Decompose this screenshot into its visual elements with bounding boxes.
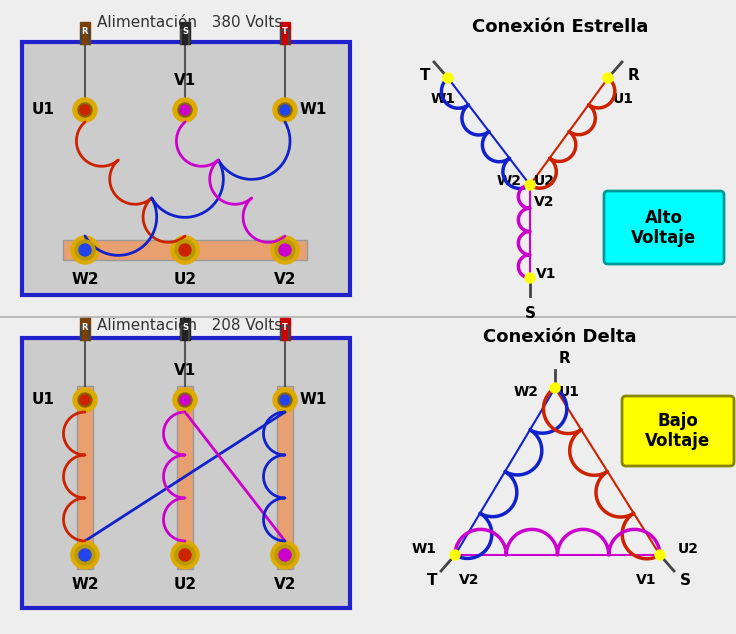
- Circle shape: [278, 393, 292, 407]
- Circle shape: [71, 236, 99, 264]
- Text: W2: W2: [71, 272, 99, 287]
- Circle shape: [279, 244, 291, 256]
- Text: S: S: [182, 323, 188, 332]
- Circle shape: [280, 395, 290, 405]
- Text: V1: V1: [174, 363, 196, 378]
- Text: U1: U1: [32, 392, 55, 408]
- Circle shape: [175, 545, 195, 565]
- Text: S: S: [182, 27, 188, 37]
- Text: Alimentación   208 Volts: Alimentación 208 Volts: [97, 318, 283, 333]
- Bar: [180, 318, 190, 340]
- Circle shape: [75, 240, 95, 260]
- Circle shape: [75, 545, 95, 565]
- Circle shape: [80, 395, 90, 405]
- Circle shape: [275, 240, 295, 260]
- Text: Alto
Voltaje: Alto Voltaje: [631, 209, 697, 247]
- Text: W1: W1: [300, 103, 328, 117]
- Circle shape: [525, 273, 535, 283]
- Bar: [63, 240, 307, 260]
- Circle shape: [173, 388, 197, 412]
- Text: W1: W1: [300, 392, 328, 408]
- Circle shape: [603, 73, 613, 83]
- Text: W2: W2: [514, 385, 539, 399]
- Text: T: T: [426, 573, 437, 588]
- Circle shape: [73, 98, 97, 122]
- Text: W2: W2: [497, 174, 522, 188]
- Circle shape: [171, 541, 199, 569]
- Text: V1: V1: [635, 573, 656, 587]
- Text: W1: W1: [431, 92, 456, 106]
- Circle shape: [179, 244, 191, 256]
- Circle shape: [178, 103, 192, 117]
- Text: U1: U1: [32, 103, 55, 117]
- Circle shape: [80, 105, 90, 115]
- Text: V2: V2: [274, 577, 297, 592]
- Circle shape: [171, 236, 199, 264]
- Text: T: T: [420, 67, 430, 82]
- Circle shape: [73, 388, 97, 412]
- Text: R: R: [559, 351, 570, 366]
- Text: S: S: [525, 306, 536, 321]
- Circle shape: [179, 549, 191, 561]
- Circle shape: [278, 103, 292, 117]
- Text: T: T: [282, 27, 288, 37]
- Circle shape: [550, 383, 560, 393]
- Bar: [280, 318, 290, 340]
- Bar: [177, 386, 193, 569]
- Text: Alimentación   380 Volts: Alimentación 380 Volts: [97, 15, 283, 30]
- Bar: [22, 42, 350, 295]
- Text: U2: U2: [678, 542, 699, 556]
- Text: Conexión Delta: Conexión Delta: [484, 328, 637, 346]
- Circle shape: [180, 395, 190, 405]
- Circle shape: [71, 541, 99, 569]
- Text: V1: V1: [174, 73, 196, 88]
- Bar: [22, 338, 350, 608]
- Text: U1: U1: [559, 385, 580, 399]
- Text: Bajo
Voltaje: Bajo Voltaje: [645, 411, 711, 450]
- Text: S: S: [680, 573, 691, 588]
- Bar: [80, 22, 90, 44]
- Text: V2: V2: [534, 195, 554, 209]
- Bar: [280, 22, 290, 44]
- Text: U1: U1: [613, 92, 634, 106]
- Text: U2: U2: [174, 272, 197, 287]
- FancyBboxPatch shape: [604, 191, 724, 264]
- Circle shape: [450, 550, 460, 560]
- Circle shape: [79, 244, 91, 256]
- Bar: [80, 318, 90, 340]
- Circle shape: [78, 393, 92, 407]
- Text: U2: U2: [534, 174, 555, 188]
- Text: V2: V2: [274, 272, 297, 287]
- Circle shape: [79, 549, 91, 561]
- Text: W1: W1: [412, 542, 437, 556]
- Text: V1: V1: [536, 267, 556, 281]
- Text: Conexión Estrella: Conexión Estrella: [472, 18, 648, 36]
- Circle shape: [275, 545, 295, 565]
- Circle shape: [273, 388, 297, 412]
- Circle shape: [279, 549, 291, 561]
- Circle shape: [78, 103, 92, 117]
- Text: T: T: [282, 323, 288, 332]
- Circle shape: [178, 393, 192, 407]
- Circle shape: [271, 541, 299, 569]
- Text: R: R: [82, 323, 88, 332]
- Bar: [180, 22, 190, 44]
- Text: R: R: [82, 27, 88, 37]
- Text: V2: V2: [459, 573, 479, 587]
- Bar: [77, 386, 93, 569]
- Circle shape: [271, 236, 299, 264]
- Text: U2: U2: [174, 577, 197, 592]
- Text: R: R: [628, 67, 640, 82]
- FancyBboxPatch shape: [622, 396, 734, 466]
- Circle shape: [443, 73, 453, 83]
- Circle shape: [525, 180, 535, 190]
- Bar: [277, 386, 293, 569]
- Circle shape: [180, 105, 190, 115]
- Circle shape: [655, 550, 665, 560]
- Circle shape: [273, 98, 297, 122]
- Text: W2: W2: [71, 577, 99, 592]
- Circle shape: [280, 105, 290, 115]
- Circle shape: [173, 98, 197, 122]
- Circle shape: [175, 240, 195, 260]
